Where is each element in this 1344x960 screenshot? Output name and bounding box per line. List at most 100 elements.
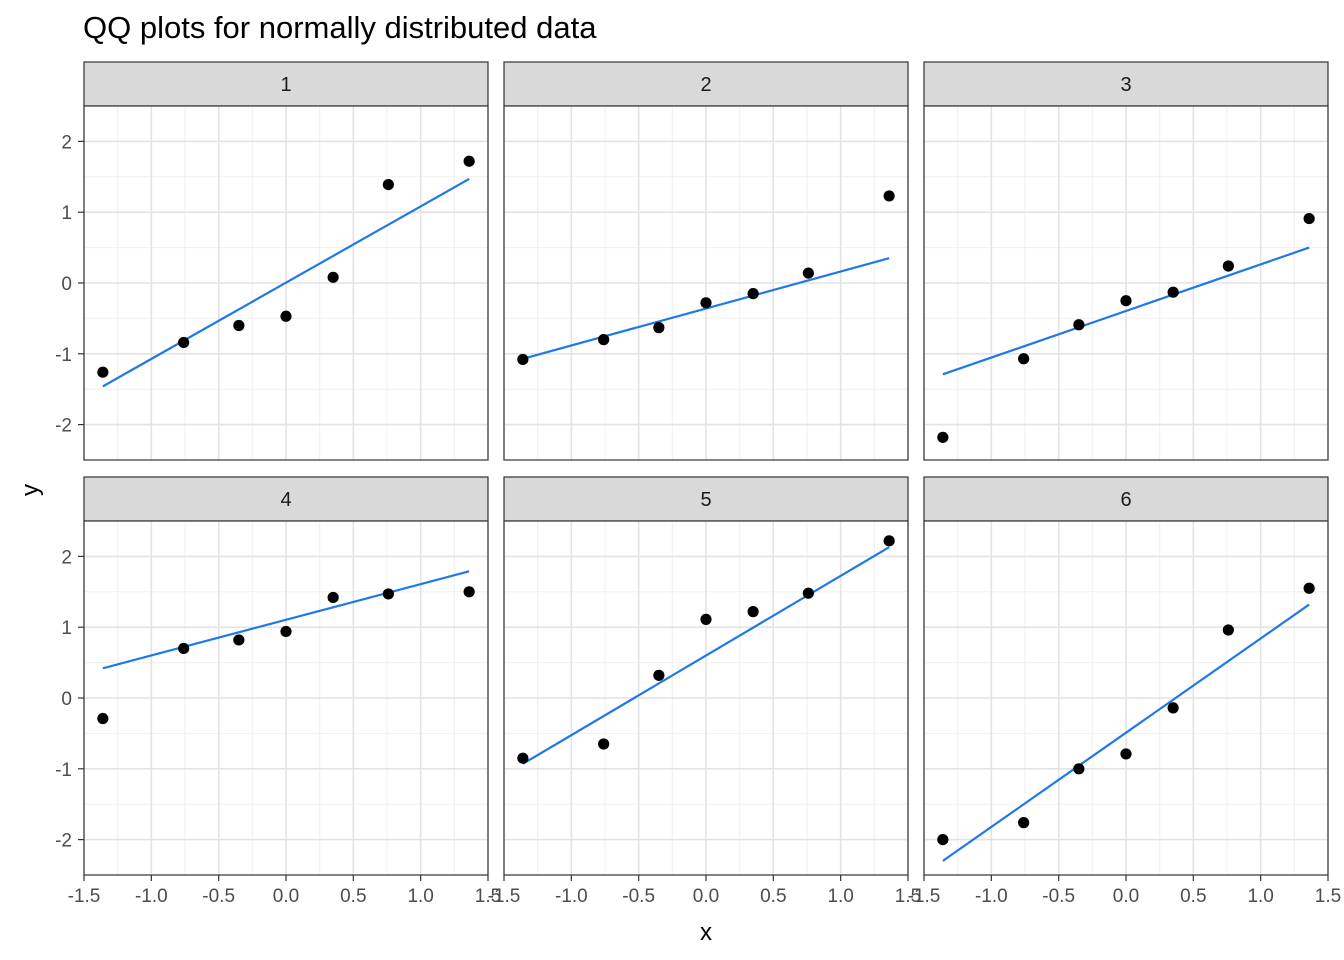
- data-point: [1073, 319, 1085, 331]
- qq-reference-line: [522, 257, 890, 360]
- qq-reference-line: [102, 177, 470, 388]
- x-tick-label: 0.5: [340, 886, 366, 907]
- x-tick-label: 0.0: [693, 886, 719, 907]
- data-point: [233, 634, 245, 646]
- data-point: [802, 267, 814, 279]
- x-axis-title: x: [700, 919, 712, 946]
- data-point: [883, 535, 895, 547]
- data-point: [1120, 748, 1132, 760]
- data-point: [1167, 286, 1179, 298]
- data-point: [700, 297, 712, 309]
- y-axis-title: y: [17, 484, 44, 496]
- y-tick-label: -1: [55, 345, 72, 366]
- facet-strip: [83, 476, 489, 522]
- data-point: [1303, 582, 1315, 594]
- data-point: [653, 669, 665, 681]
- data-point: [382, 588, 394, 600]
- data-point: [382, 178, 394, 191]
- data-point: [747, 606, 759, 618]
- x-tick-label: 0.0: [273, 886, 299, 907]
- x-tick-label: 0.5: [760, 886, 786, 907]
- y-tick-label: 0: [61, 274, 72, 295]
- facet-panel-5: 5 -1.5 -1.0 -0.5 0.0 0.5 1.0 1.5: [488, 476, 921, 907]
- y-tick-label: -2: [55, 416, 72, 437]
- qq-reference-line: [942, 246, 1310, 376]
- data-point: [1073, 763, 1085, 775]
- facet-strip-label: 5: [700, 489, 711, 511]
- data-point: [280, 625, 292, 638]
- data-point: [700, 613, 712, 626]
- data-point: [937, 431, 949, 443]
- data-point: [747, 288, 759, 300]
- x-tick-label: 1.5: [475, 886, 501, 907]
- facet-strip-label: 6: [1120, 489, 1131, 511]
- data-point: [1018, 817, 1030, 829]
- data-point: [937, 834, 949, 846]
- data-point: [1222, 260, 1234, 272]
- data-point: [1222, 624, 1234, 636]
- x-tick-label: -0.5: [622, 886, 655, 907]
- facet-panel-1: 1 -2 -1 0 1 2: [55, 61, 489, 461]
- x-tick-label: 1.0: [1247, 886, 1273, 907]
- x-tick-label: -1.5: [488, 886, 521, 907]
- y-tick-label: 1: [61, 618, 72, 639]
- x-tick-label: 1.5: [1315, 886, 1341, 907]
- data-point: [233, 319, 245, 332]
- x-tick-label: -1.0: [555, 886, 588, 907]
- data-point: [1018, 353, 1030, 365]
- data-point: [883, 190, 895, 202]
- qq-reference-line: [102, 570, 470, 670]
- data-point: [1167, 702, 1179, 714]
- facet-panel-2: 2: [503, 61, 909, 461]
- facet-panel-6: 6 -1.5 -1.0 -0.5 0.0 0.5 1.0 1.5: [908, 476, 1341, 907]
- facet-strip-label: 3: [1120, 74, 1131, 96]
- y-tick-label: 2: [61, 547, 72, 568]
- x-tick-label: 0.5: [1180, 886, 1206, 907]
- facet-panel-4: 4 -2 -1 0 1 2 -1.5 -1.0 -0.5 0.0 0.5 1.0 1.5: [55, 476, 501, 907]
- qq-reference-line: [522, 546, 890, 765]
- data-point: [1303, 212, 1315, 225]
- qq-reference-line: [942, 603, 1310, 862]
- x-tick-label: 1.0: [827, 886, 853, 907]
- chart-title: QQ plots for normally distributed data: [83, 10, 597, 45]
- x-tick-label: -0.5: [202, 886, 235, 907]
- data-point: [653, 322, 665, 334]
- data-point: [97, 712, 109, 725]
- facet-strip: [503, 476, 909, 522]
- y-tick-label: 1: [61, 203, 72, 224]
- data-point: [178, 642, 190, 655]
- data-point: [178, 336, 190, 349]
- x-tick-label: -1.5: [68, 886, 101, 907]
- x-tick-label: 0.0: [1113, 886, 1139, 907]
- data-point: [97, 366, 109, 378]
- y-tick-label: -1: [55, 760, 72, 781]
- data-point: [280, 310, 292, 322]
- data-point: [463, 586, 475, 598]
- x-tick-label: 1.5: [895, 886, 921, 907]
- data-point: [1120, 295, 1132, 307]
- data-point: [327, 591, 339, 604]
- x-tick-label: -1.0: [975, 886, 1008, 907]
- facet-strip: [923, 61, 1329, 107]
- x-tick-label: -1.5: [908, 886, 941, 907]
- facet-panel-3: 3: [923, 61, 1329, 461]
- panel-border: [923, 105, 1329, 461]
- x-tick-label: -0.5: [1042, 886, 1075, 907]
- panel-border: [503, 105, 909, 461]
- facet-strip-label: 1: [280, 74, 291, 96]
- data-point: [598, 334, 610, 346]
- x-tick-label: 1.0: [407, 886, 433, 907]
- facet-strip: [83, 61, 489, 107]
- y-tick-label: -2: [55, 831, 72, 852]
- facet-panels: 1 -2 -1 0 1 2 2 3 4 -2 -1 0 1 2 -1.5 -1.0 -0.5 0.0 0.5 1.0 1…: [55, 61, 1341, 907]
- facet-strip-label: 4: [280, 489, 291, 511]
- data-point: [327, 271, 339, 283]
- facet-strip-label: 2: [700, 74, 711, 96]
- y-tick-label: 0: [61, 689, 72, 710]
- x-tick-label: -1.0: [135, 886, 168, 907]
- data-point: [598, 738, 610, 750]
- facet-strip: [923, 476, 1329, 522]
- data-point: [517, 752, 529, 764]
- data-point: [463, 155, 475, 167]
